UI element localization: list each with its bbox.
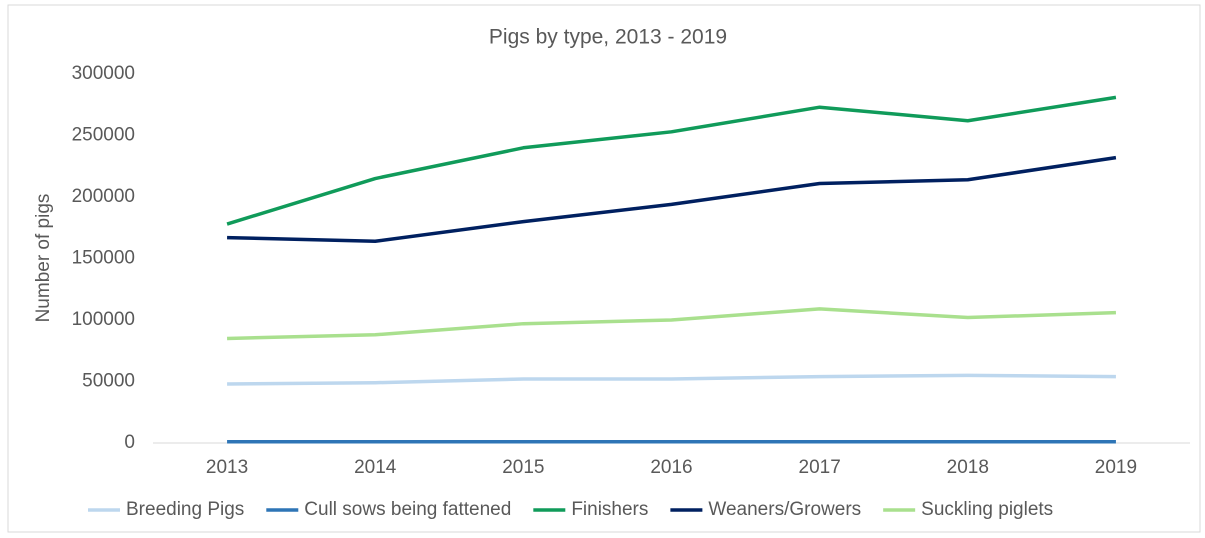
y-tick-label: 0: [124, 432, 135, 453]
x-tick-label: 2019: [1095, 457, 1137, 478]
x-tick-label: 2014: [354, 457, 397, 478]
series-line: [227, 373, 1116, 386]
chart-title: Pigs by type, 2013 - 2019: [489, 26, 727, 49]
y-tick-label: 200000: [72, 186, 135, 207]
legend-label: Weaners/Growers: [708, 499, 861, 520]
y-tick-label: 100000: [72, 309, 135, 330]
series-line: [226, 95, 1117, 226]
y-tick-label: 150000: [72, 248, 135, 269]
y-tick-label: 50000: [82, 371, 135, 392]
y-tick-label: 300000: [72, 63, 135, 84]
x-tick-label: 2013: [206, 457, 248, 478]
series-line: [227, 155, 1117, 244]
x-tick-label: 2016: [650, 457, 692, 478]
series-line: [227, 307, 1116, 341]
x-tick-label: 2018: [947, 457, 989, 478]
legend-label: Cull sows being fattened: [304, 499, 511, 520]
x-tick-label: 2015: [502, 457, 544, 478]
chart-frame: [7, 4, 1201, 533]
y-axis-title: Number of pigs: [33, 194, 54, 323]
y-tick-label: 250000: [72, 125, 135, 146]
x-tick-label: 2017: [799, 457, 841, 478]
legend-label: Finishers: [571, 499, 648, 520]
legend-label: Breeding Pigs: [126, 499, 244, 520]
legend-label: Suckling piglets: [921, 499, 1053, 520]
